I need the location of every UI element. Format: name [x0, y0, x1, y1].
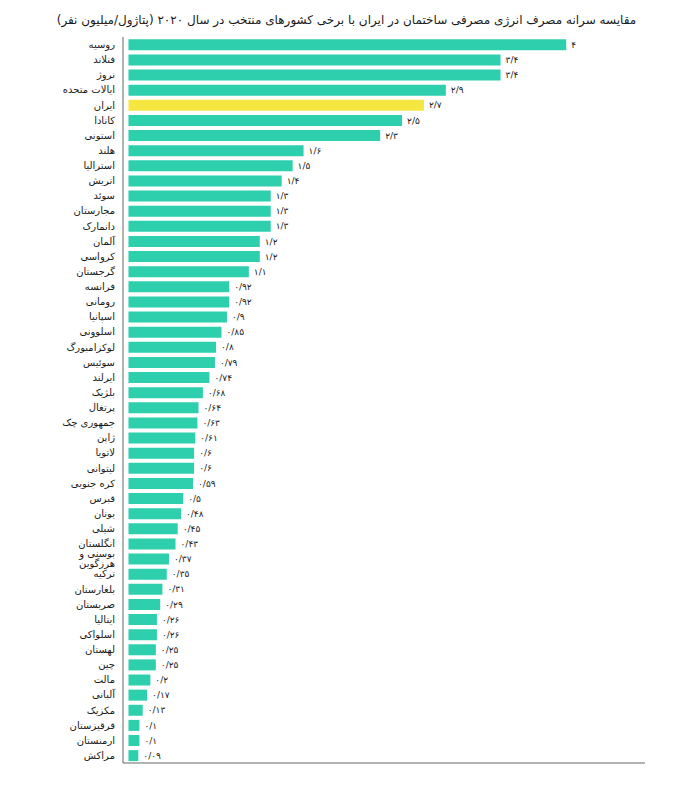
svg-text:۰/۱: ۰/۱: [144, 736, 157, 746]
svg-text:قرقیزستان: قرقیزستان: [70, 720, 116, 731]
svg-text:مالت: مالت: [94, 674, 115, 685]
svg-text:آلمان: آلمان: [93, 235, 116, 247]
svg-text:۰/۴۸: ۰/۴۸: [186, 509, 204, 519]
svg-text:ژاپن: ژاپن: [97, 432, 115, 444]
svg-text:ایتالیا: ایتالیا: [94, 614, 115, 625]
svg-text:اسلواکی: اسلواکی: [79, 629, 115, 640]
svg-text:اتریش: اتریش: [88, 175, 115, 186]
svg-text:۰/۵۹: ۰/۵۹: [198, 479, 216, 489]
svg-text:ترکیه: ترکیه: [94, 568, 116, 579]
svg-text:۰/۶۱: ۰/۶۱: [200, 433, 218, 443]
svg-text:کره جنوبی: کره جنوبی: [71, 478, 115, 489]
svg-text:۰/۲۶: ۰/۲۶: [162, 630, 180, 640]
svg-text:کانادا: کانادا: [94, 115, 115, 126]
svg-text:بلژیک: بلژیک: [92, 387, 115, 398]
svg-text:۱/۶: ۱/۶: [309, 146, 322, 156]
svg-text:بوسنی وهرزگوین: بوسنی وهرزگوین: [78, 548, 115, 569]
svg-text:چین: چین: [98, 659, 115, 670]
svg-text:۰/۸۵: ۰/۸۵: [226, 327, 244, 337]
svg-text:بلغارستان: بلغارستان: [74, 584, 115, 595]
html-text:مقایسه سرانه مصرف انرژی مصرفی: مقایسه سرانه مصرف انرژی مصرفی ساختمان در…: [56, 13, 637, 27]
svg-text:مکزیک: مکزیک: [87, 705, 115, 716]
svg-text:جمهوری چک: جمهوری چک: [62, 417, 115, 429]
svg-text:۰/۲۵: ۰/۲۵: [161, 645, 179, 655]
svg-text:۰/۳۵: ۰/۳۵: [172, 569, 190, 579]
svg-text:یونان: یونان: [94, 508, 115, 519]
svg-text:فرانسه: فرانسه: [85, 281, 115, 292]
svg-text:۰/۱۳: ۰/۱۳: [148, 705, 166, 715]
svg-text:۱/۳: ۱/۳: [276, 221, 289, 231]
svg-text:۳/۴: ۳/۴: [506, 55, 519, 65]
svg-text:۰/۲۹: ۰/۲۹: [165, 600, 183, 610]
svg-text:مجارستان: مجارستان: [74, 205, 115, 216]
svg-text:شیلی: شیلی: [92, 523, 115, 534]
svg-text:قبرس: قبرس: [89, 493, 115, 504]
svg-text:انگلستان: انگلستان: [78, 538, 115, 550]
svg-text:۰/۲: ۰/۲: [155, 675, 168, 685]
svg-text:۰/۰۹: ۰/۰۹: [143, 751, 161, 761]
svg-text:پرتغال: پرتغال: [89, 402, 115, 414]
svg-text:لهستان: لهستان: [85, 644, 115, 656]
svg-text:مراکش: مراکش: [84, 750, 115, 761]
svg-text:۲/۵: ۲/۵: [407, 116, 420, 126]
svg-text:۰/۶۳: ۰/۶۳: [202, 418, 220, 428]
svg-text:هلند: هلند: [98, 145, 115, 156]
svg-text:۱/۲: ۱/۲: [265, 252, 278, 262]
svg-text:لوکزامبورگ: لوکزامبورگ: [66, 341, 115, 353]
svg-text:۱/۳: ۱/۳: [276, 206, 289, 216]
svg-text:اسپانیا: اسپانیا: [89, 311, 115, 323]
svg-text:۱/۳: ۱/۳: [276, 191, 289, 201]
svg-text:۰/۱۷: ۰/۱۷: [152, 690, 170, 700]
svg-text:ایالات متحده: ایالات متحده: [63, 84, 115, 95]
svg-text:ارمنستان: ارمنستان: [77, 735, 115, 746]
svg-text:۰/۲۵: ۰/۲۵: [161, 660, 179, 670]
svg-text:فنلاند: فنلاند: [93, 54, 115, 65]
svg-text:۱/۵: ۱/۵: [298, 161, 311, 171]
svg-text:نروژ: نروژ: [96, 69, 115, 81]
svg-text:۱/۲: ۱/۲: [265, 237, 278, 247]
svg-text:آلبانی: آلبانی: [92, 688, 116, 700]
svg-text:۰/۴۳: ۰/۴۳: [181, 539, 199, 549]
svg-text:۰/۹۲: ۰/۹۲: [234, 297, 252, 307]
svg-text:۱/۴: ۱/۴: [287, 176, 300, 186]
svg-text:۴: ۴: [571, 40, 576, 50]
svg-text:۰/۵: ۰/۵: [188, 494, 201, 504]
svg-text:۰/۱: ۰/۱: [144, 721, 157, 731]
svg-text:۲/۷: ۲/۷: [429, 100, 442, 110]
svg-text:۲/۹: ۲/۹: [451, 85, 464, 95]
svg-text:سوئد: سوئد: [93, 190, 115, 201]
svg-text:صربستان: صربستان: [76, 599, 115, 610]
svg-text:۰/۹: ۰/۹: [232, 312, 245, 322]
svg-text:دانمارک: دانمارک: [82, 221, 115, 232]
svg-text:۰/۷۹: ۰/۷۹: [220, 358, 238, 368]
svg-text:۰/۹۲: ۰/۹۲: [234, 282, 252, 292]
svg-text:۰/۸: ۰/۸: [221, 342, 234, 352]
svg-text:۰/۷۴: ۰/۷۴: [214, 373, 232, 383]
svg-text:۱/۱: ۱/۱: [254, 267, 267, 277]
svg-text:لاتویا: لاتویا: [96, 447, 115, 458]
svg-text:اسلوونی: اسلوونی: [79, 326, 115, 338]
svg-text:لیتوانی: لیتوانی: [87, 463, 115, 474]
svg-text:سوئیس: سوئیس: [83, 357, 115, 368]
svg-text:استرالیا: استرالیا: [83, 160, 115, 171]
svg-text:رومانی: رومانی: [86, 296, 115, 308]
svg-text:ایرلند: ایرلند: [93, 372, 115, 383]
svg-text:۰/۴۵: ۰/۴۵: [183, 524, 201, 534]
svg-text:ایران: ایران: [94, 100, 115, 111]
svg-text:کرواسی: کرواسی: [80, 251, 115, 263]
svg-text:۰/۳۱: ۰/۳۱: [167, 584, 185, 594]
svg-text:استونی: استونی: [85, 130, 115, 141]
svg-text:۰/۶: ۰/۶: [199, 448, 212, 458]
svg-text:۳/۴: ۳/۴: [506, 70, 519, 80]
svg-text:روسیه: روسیه: [89, 39, 116, 51]
svg-text:۰/۳۷: ۰/۳۷: [174, 554, 192, 564]
svg-text:گرجستان: گرجستان: [76, 266, 115, 277]
svg-text:۰/۲۶: ۰/۲۶: [162, 615, 180, 625]
svg-text:۰/۶۴: ۰/۶۴: [204, 403, 222, 413]
svg-text:۰/۶: ۰/۶: [199, 463, 212, 473]
svg-text:۰/۶۸: ۰/۶۸: [208, 388, 226, 398]
svg-text:۲/۳: ۲/۳: [385, 131, 398, 141]
